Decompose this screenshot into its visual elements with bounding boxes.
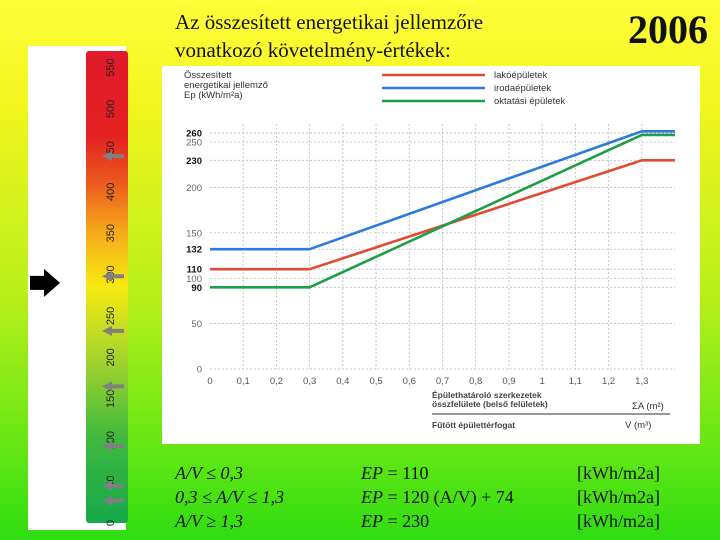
scale-arrow-icon: [102, 480, 124, 491]
x-tick-label: 0,6: [403, 376, 416, 387]
series-line-1: [210, 130, 675, 251]
scale-tick-label: 550: [105, 58, 117, 76]
formula-expression: EP = 110: [361, 462, 428, 485]
y-tick-label: 250: [186, 138, 202, 149]
x-tick-label: 1: [539, 376, 544, 387]
y-tick-label: 132: [186, 245, 202, 256]
chart-panel: Összesített energetikai jellemző Ep (kWh/m…: [162, 66, 700, 444]
scale-tick-label: 400: [105, 183, 117, 201]
y-axis-title: Ep (kWh/m²a): [184, 90, 243, 101]
ep-symbol: EP: [361, 487, 383, 507]
title-line-1: Az összesített energetikai jellemzőre: [175, 10, 484, 34]
formula-unit: [kWh/m2a]: [577, 511, 660, 531]
formula-value: = 230: [383, 511, 430, 531]
title-line-2: vonatkozó követelmény-értékek:: [175, 38, 451, 62]
volume-label: Fűtött épülettérfogat: [432, 420, 515, 430]
y-tick-label: 0: [197, 365, 202, 376]
scale-arrow-icon: [102, 151, 124, 162]
series-line-2: [210, 133, 675, 289]
x-tick-label: 0,5: [369, 376, 382, 387]
scale-arrow-icon: [102, 440, 124, 451]
page-title: Az összesített energetikai jellemzőre vo…: [175, 8, 483, 64]
x-tick-label: 1,2: [602, 376, 615, 387]
y-tick-label: 150: [186, 228, 202, 239]
x-axis-title: összfelülete (belső felületek): [432, 399, 548, 409]
formula-unit: [kWh/m2a]: [577, 487, 660, 507]
scale-tick-label: 0: [105, 520, 117, 526]
scale-tick-label: 500: [105, 100, 117, 118]
scale-arrow-icon: [102, 495, 124, 506]
y-tick-label: 50: [191, 319, 202, 330]
formula-condition: 0,3 ≤ A/V ≤ 1,3: [175, 487, 285, 507]
x-tick-label: 0,1: [237, 376, 250, 387]
legend-label: lakóépületek: [494, 70, 548, 81]
legend-label: irodaépületek: [494, 83, 551, 94]
ep-symbol: EP: [361, 463, 383, 483]
formula-condition: A/V ≥ 1,3: [175, 511, 244, 531]
x-tick-label: 0,9: [502, 376, 515, 387]
scale-tick-label: 150: [105, 390, 117, 408]
volume-unit: V (m³): [625, 420, 651, 431]
y-tick-label: 90: [191, 283, 202, 294]
y-tick-label: 110: [187, 265, 202, 276]
series-line-0: [210, 159, 675, 271]
scale-arrow-icon: [102, 271, 124, 282]
ep-symbol: EP: [361, 511, 383, 531]
x-tick-label: 0,4: [336, 376, 349, 387]
scale-tick-label: 250: [105, 307, 117, 325]
energy-scale-panel: 050100150200250300350400450500550: [28, 46, 128, 530]
x-tick-label: 0: [207, 376, 212, 387]
current-value-arrow-icon: [30, 268, 60, 297]
scale-arrow-icon: [102, 381, 124, 392]
y-tick-label: 100: [186, 274, 202, 285]
formula-expression: EP = 230: [361, 510, 429, 533]
energy-scale-overlay: 050100150200250300350400450500550: [30, 58, 124, 526]
x-tick-label: 0,3: [303, 376, 316, 387]
x-tick-label: 0,7: [436, 376, 449, 387]
formula-value: = 120 (A/V) + 74: [383, 487, 514, 507]
x-axis-title: Épülethatároló szerkezetek: [432, 390, 542, 400]
x-axis-unit: ΣA (m²): [632, 401, 664, 412]
y-axis-title: energetikai jellemző: [184, 80, 268, 91]
scale-tick-label: 200: [105, 348, 117, 366]
x-tick-label: 0,8: [469, 376, 482, 387]
y-axis-title: Összesített: [184, 70, 232, 81]
x-tick-label: 1,1: [569, 376, 582, 387]
y-tick-label: 230: [186, 156, 202, 167]
year-label: 2006: [628, 7, 708, 52]
legend-label: oktatási épületek: [494, 96, 566, 107]
scale-arrow-icon: [102, 325, 124, 336]
formula-condition: A/V ≤ 0,3: [175, 463, 244, 483]
x-tick-label: 0,2: [270, 376, 283, 387]
formula-expression: EP = 120 (A/V) + 74: [361, 486, 514, 509]
y-tick-label: 200: [186, 183, 202, 194]
formula-unit: [kWh/m2a]: [577, 463, 660, 483]
formula-value: = 110: [383, 463, 429, 483]
y-tick-label: 260: [186, 129, 202, 140]
scale-tick-label: 350: [105, 224, 117, 242]
x-tick-label: 1,3: [635, 376, 648, 387]
